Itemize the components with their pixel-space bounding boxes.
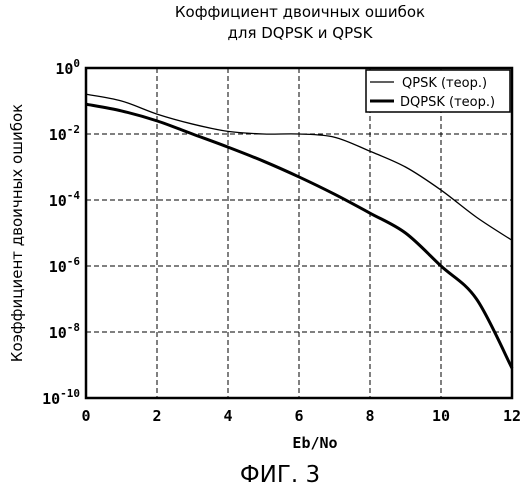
x-tick-label: 6 [294,407,303,425]
x-tick-label: 4 [223,407,232,425]
legend-label-dqpsk: DQPSK (теор.) [400,95,495,110]
x-tick-label: 2 [152,407,161,425]
legend: QPSK (теор.) DQPSK (теор.) [366,70,510,112]
y-tick-label: 100 [55,57,80,78]
x-tick-label: 8 [365,407,374,425]
x-axis-label: Eb/No [270,434,360,452]
figure-caption: ФИГ. 3 [200,462,360,488]
legend-label-qpsk: QPSK (теор.) [402,76,487,91]
x-tick-label: 0 [81,407,90,425]
x-tick-label: 10 [432,407,450,425]
y-tick-label: 10-4 [49,189,81,210]
y-tick-label: 10-2 [49,123,80,144]
y-tick-label: 10-6 [49,255,81,276]
y-tick-label: 10-8 [49,321,80,342]
x-tick-label: 12 [503,407,521,425]
y-tick-label: 10-10 [42,387,80,408]
